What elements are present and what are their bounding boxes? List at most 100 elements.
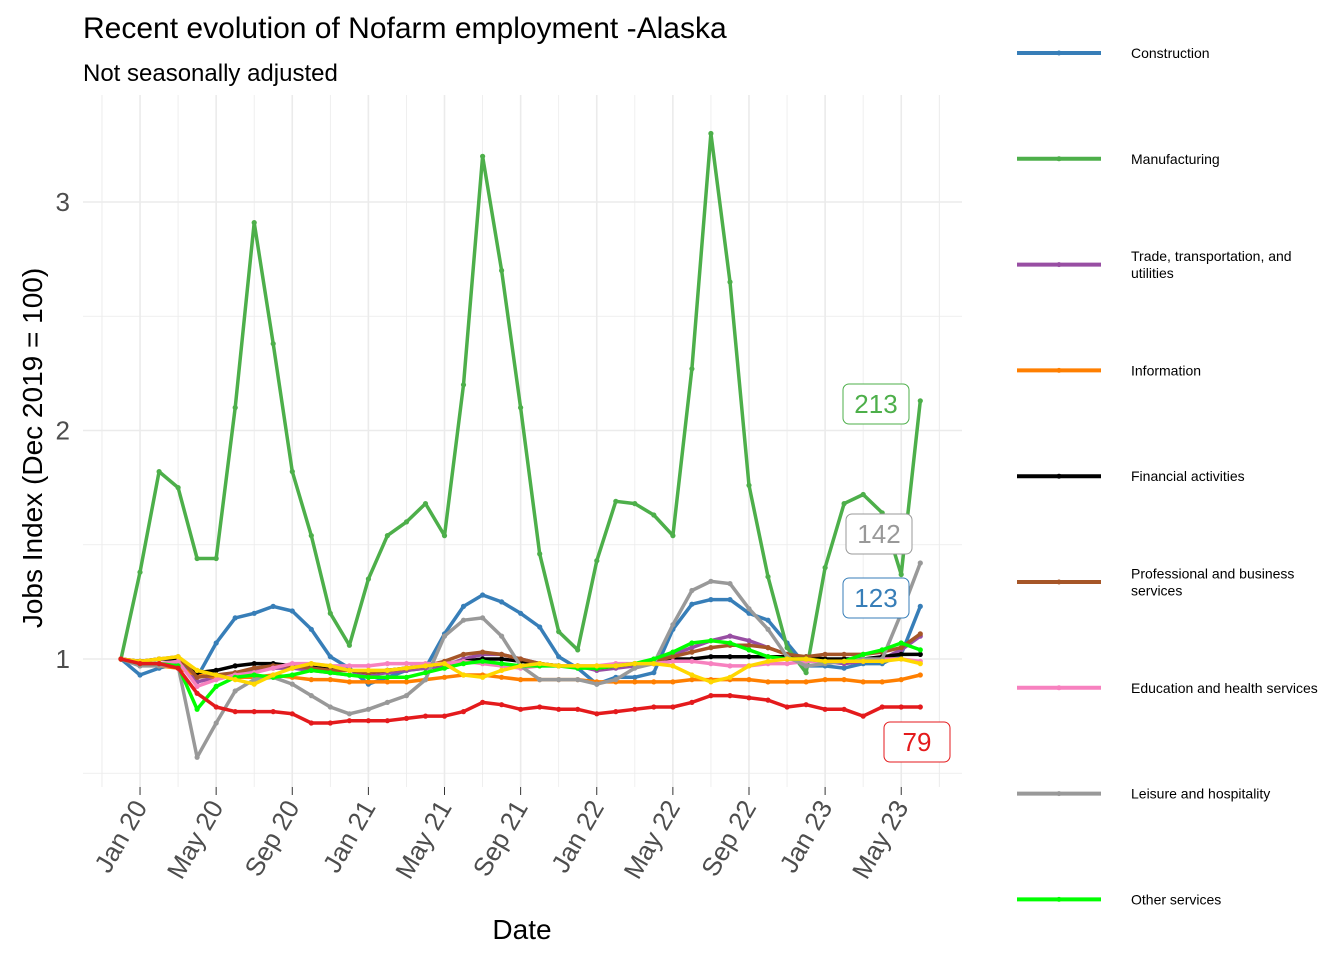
x-tick-label: Sep 22 — [695, 795, 762, 881]
legend-label: utilities — [1131, 265, 1174, 281]
data-point — [841, 651, 847, 658]
data-point — [327, 654, 333, 660]
data-point — [270, 603, 276, 610]
data-point — [213, 677, 219, 683]
legend-item: Manufacturing — [1017, 151, 1220, 167]
data-point — [556, 654, 562, 660]
data-point — [917, 603, 923, 610]
data-point — [879, 647, 885, 653]
data-point — [670, 658, 676, 664]
data-point — [917, 661, 923, 667]
data-point — [308, 626, 314, 632]
data-point — [689, 672, 695, 678]
data-point — [613, 677, 619, 683]
x-tick-label: May 20 — [161, 795, 230, 884]
data-point — [594, 711, 600, 717]
data-point — [499, 267, 505, 274]
data-point — [784, 679, 790, 685]
legend-label: Information — [1131, 362, 1201, 378]
data-point — [708, 638, 714, 644]
data-point — [480, 153, 486, 159]
data-point — [670, 679, 676, 685]
data-point — [594, 663, 600, 669]
legend-label: Trade, transportation, and — [1131, 248, 1292, 264]
data-point — [346, 679, 352, 685]
data-point — [822, 677, 828, 683]
data-point — [384, 699, 390, 706]
series-unlabeled-9 — [118, 654, 923, 687]
data-point — [765, 645, 771, 651]
data-point — [175, 658, 181, 664]
data-point — [213, 720, 219, 726]
data-point — [613, 709, 619, 715]
data-point — [194, 706, 200, 712]
legend-item: Leisure and hospitality — [1017, 786, 1270, 802]
data-point — [460, 709, 467, 715]
data-point — [251, 677, 257, 683]
data-point — [746, 638, 752, 644]
data-point — [556, 629, 562, 635]
data-point — [213, 667, 219, 674]
y-tick-label: 3 — [56, 187, 70, 217]
data-point — [194, 667, 200, 674]
data-point — [289, 608, 295, 614]
legend-label: Leisure and hospitality — [1131, 786, 1270, 802]
data-point — [765, 617, 771, 623]
data-point — [251, 220, 257, 226]
data-point — [651, 656, 657, 662]
x-tick-label: May 23 — [846, 795, 915, 884]
data-point — [251, 672, 257, 678]
end-label-value: 123 — [854, 583, 897, 613]
data-point — [422, 677, 429, 683]
legend-label: Education and health services — [1131, 680, 1318, 696]
data-point — [708, 654, 714, 660]
x-tick-label: Jan 20 — [88, 795, 153, 878]
data-point — [689, 677, 695, 683]
legend-swatch-point — [1056, 473, 1062, 479]
data-point — [841, 501, 847, 507]
data-point — [917, 704, 923, 710]
data-point — [480, 592, 486, 598]
data-point — [556, 677, 562, 683]
data-point — [441, 713, 448, 719]
data-point — [822, 658, 828, 664]
data-point — [689, 366, 695, 372]
end-label-value: 79 — [903, 727, 932, 757]
data-point — [518, 677, 524, 683]
data-point — [746, 677, 752, 683]
data-point — [441, 665, 448, 671]
data-point — [518, 706, 524, 712]
data-point — [803, 656, 809, 662]
data-point — [232, 688, 238, 694]
data-point — [308, 667, 314, 674]
grid-lines — [83, 95, 962, 787]
data-point — [194, 690, 200, 696]
data-point — [784, 704, 790, 710]
data-point — [194, 555, 200, 562]
data-point — [537, 704, 543, 710]
data-point — [403, 674, 410, 680]
x-tick-label: Sep 21 — [467, 795, 534, 881]
data-point — [727, 640, 733, 646]
legend-item: Financial activities — [1017, 468, 1245, 484]
data-point — [460, 661, 467, 667]
data-point — [518, 610, 524, 616]
data-point — [632, 665, 638, 671]
data-point — [841, 706, 847, 712]
data-point — [632, 674, 638, 680]
data-point — [251, 709, 257, 715]
data-point — [251, 610, 257, 616]
data-point — [746, 642, 752, 648]
data-point — [232, 677, 238, 683]
data-point — [746, 663, 752, 669]
y-tick-label: 1 — [56, 644, 70, 674]
data-point — [327, 663, 333, 669]
data-point — [784, 645, 790, 651]
x-axis-title: Date — [492, 914, 551, 945]
legend-item: Construction — [1017, 45, 1210, 61]
data-point — [499, 661, 505, 667]
data-point — [746, 695, 752, 701]
data-point — [708, 679, 714, 685]
end-label-box — [845, 513, 913, 555]
